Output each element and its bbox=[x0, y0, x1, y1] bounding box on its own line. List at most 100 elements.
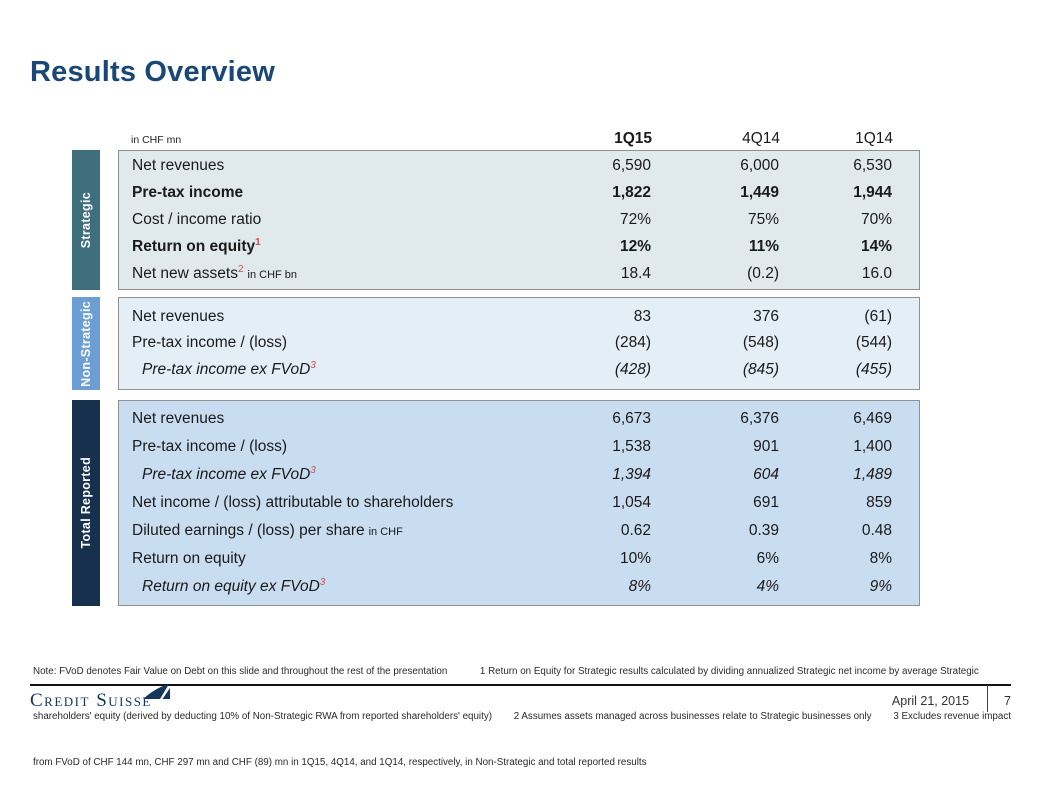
cell-value: 0.62 bbox=[620, 522, 651, 539]
results-table: Strategic Net revenues 6,590 6,000 6,530 Pre-… bbox=[72, 150, 920, 606]
section-sidebar-label: Total Reported bbox=[79, 457, 93, 549]
section-strategic: Strategic Net revenues 6,590 6,000 6,530 Pre-… bbox=[72, 150, 920, 290]
row-label: Return on equity bbox=[132, 550, 246, 567]
cell-value: 1,400 bbox=[853, 438, 892, 455]
cell-value: 4% bbox=[756, 578, 779, 595]
sails-icon bbox=[142, 684, 170, 699]
page-title: Results Overview bbox=[30, 56, 275, 88]
cell-value: 18.4 bbox=[620, 264, 651, 282]
cell-value: 6% bbox=[756, 550, 779, 567]
cell-value: (845) bbox=[742, 360, 779, 378]
cell-value: 1,822 bbox=[612, 184, 651, 202]
section-box-total-reported: Net revenues 6,673 6,376 6,469 Pre-tax incom… bbox=[118, 400, 920, 606]
table-header: in CHF mn 1Q15 4Q14 1Q14 bbox=[118, 124, 920, 148]
row-label: Net revenues bbox=[132, 157, 225, 175]
row-label: Pre-tax income / (loss) bbox=[132, 334, 288, 352]
table-row: Cost / income ratio 72% 75% 70% bbox=[119, 207, 919, 234]
cell-value: 9% bbox=[869, 578, 892, 595]
footnote-marker: 3 bbox=[310, 464, 316, 476]
section-box-non-strategic: Net revenues 83 376 (61) Pre-tax income / (l… bbox=[118, 297, 920, 390]
cell-value: 72% bbox=[619, 210, 651, 228]
cell-value: 6,000 bbox=[740, 157, 779, 175]
cell-value: (61) bbox=[864, 308, 892, 326]
cell-value: 75% bbox=[747, 210, 779, 228]
cell-value: 1,489 bbox=[853, 466, 892, 483]
table-row: Diluted earnings / (loss) per share in CH… bbox=[119, 517, 919, 545]
logo-wordmark: Credit Suisse bbox=[30, 690, 152, 711]
cell-value: 8% bbox=[869, 550, 892, 567]
page-number: 7 bbox=[1004, 694, 1011, 708]
table-row: Net revenues 6,673 6,376 6,469 bbox=[119, 405, 919, 433]
cell-value: 1,538 bbox=[612, 438, 651, 455]
footer: Credit Suisse April 21, 2015 7 bbox=[30, 684, 1011, 716]
cell-value: 1,054 bbox=[612, 494, 651, 511]
footnote-marker: 1 bbox=[255, 236, 261, 248]
cell-value: 0.48 bbox=[861, 522, 892, 539]
cell-value: (544) bbox=[855, 334, 892, 352]
row-label: Diluted earnings / (loss) per share in CH… bbox=[132, 522, 403, 539]
cell-value: 901 bbox=[753, 438, 779, 455]
table-row: Return on equity ex FVoD3 8% 4% 9% bbox=[119, 573, 919, 601]
cell-value: 8% bbox=[628, 578, 651, 595]
cell-value: 6,376 bbox=[740, 410, 779, 427]
cell-value: (0.2) bbox=[747, 264, 779, 282]
row-label: Pre-tax income ex FVoD3 bbox=[142, 359, 316, 378]
cell-value: (284) bbox=[614, 334, 651, 352]
cell-value: 6,590 bbox=[612, 157, 651, 175]
cell-value: 6,673 bbox=[612, 410, 651, 427]
cell-value: 11% bbox=[748, 237, 779, 255]
table-row: Net income / (loss) attributable to shar… bbox=[119, 489, 919, 517]
column-header-4q14: 4Q14 bbox=[742, 130, 780, 147]
cell-value: (455) bbox=[855, 360, 892, 378]
cell-value: 12% bbox=[619, 237, 651, 255]
table-row: Pre-tax income ex FVoD3 (428) (845) (455) bbox=[119, 357, 919, 383]
unit-label: in CHF mn bbox=[131, 134, 182, 146]
column-header-1q15: 1Q15 bbox=[614, 130, 652, 147]
footnote-marker: 2 bbox=[237, 263, 244, 275]
table-row: Net new assets2 in CHF bn 18.4 (0.2) 16.0 bbox=[119, 260, 919, 287]
table-row: Net revenues 83 376 (61) bbox=[119, 304, 919, 330]
footnote-marker: 3 bbox=[310, 359, 316, 371]
cell-value: 70% bbox=[860, 210, 892, 228]
cell-value: 16.0 bbox=[861, 264, 892, 282]
cell-value: (428) bbox=[614, 360, 651, 378]
row-label: Return on equity ex FVoD3 bbox=[142, 576, 326, 595]
row-label: Pre-tax income / (loss) bbox=[132, 438, 288, 455]
cell-value: 604 bbox=[753, 466, 779, 483]
footnotes: Note: FVoD denotes Fair Value on Debt on… bbox=[33, 633, 1013, 801]
slide-date: April 21, 2015 bbox=[891, 694, 970, 708]
section-sidebar-strategic: Strategic bbox=[72, 150, 100, 290]
footnote-marker: 3 bbox=[319, 576, 326, 588]
table-row: Return on equity1 12% 11% 14% bbox=[119, 233, 919, 260]
cell-value: 691 bbox=[753, 494, 779, 511]
footer-meta: April 21, 2015 7 bbox=[891, 685, 1011, 712]
row-label: Net income / (loss) attributable to shar… bbox=[132, 494, 454, 511]
section-sidebar-non-strategic: Non-Strategic bbox=[72, 297, 100, 390]
cell-value: 83 bbox=[633, 308, 651, 326]
footnote-line-3: from FVoD of CHF 144 mn, CHF 297 mn and … bbox=[33, 757, 647, 769]
table-row: Return on equity 10% 6% 8% bbox=[119, 545, 919, 573]
cell-value: 859 bbox=[866, 494, 892, 511]
table-row: Pre-tax income 1,822 1,449 1,944 bbox=[119, 180, 919, 207]
row-label: Net revenues bbox=[132, 308, 225, 326]
table-row: Pre-tax income / (loss) (284) (548) (544) bbox=[119, 330, 919, 356]
page-divider bbox=[987, 685, 989, 712]
cell-value: (548) bbox=[742, 334, 779, 352]
cell-value: 6,469 bbox=[853, 410, 892, 427]
row-label: Pre-tax income bbox=[132, 184, 244, 202]
row-label: Pre-tax income ex FVoD3 bbox=[142, 464, 316, 483]
row-label: Net new assets2 in CHF bn bbox=[132, 263, 298, 282]
section-total-reported: Total Reported Net revenues 6,673 6,376 6,46… bbox=[72, 400, 920, 606]
footnote-line-2: shareholders' equity (derived by deducti… bbox=[33, 711, 1011, 723]
table-row: Net revenues 6,590 6,000 6,530 bbox=[119, 153, 919, 180]
footnote-line-1: Note: FVoD denotes Fair Value on Debt on… bbox=[33, 665, 979, 677]
cell-value: 1,944 bbox=[853, 184, 892, 202]
section-non-strategic: Non-Strategic Net revenues 83 376 (61) Pre-ta… bbox=[72, 297, 920, 390]
table-row: Pre-tax income ex FVoD3 1,394 604 1,489 bbox=[119, 461, 919, 489]
section-sidebar-label: Strategic bbox=[79, 191, 93, 249]
row-unit-suffix: in CHF bbox=[368, 526, 403, 538]
row-label: Return on equity1 bbox=[132, 236, 261, 255]
section-sidebar-total-reported: Total Reported bbox=[72, 400, 100, 606]
cell-value: 1,449 bbox=[740, 184, 779, 202]
cell-value: 6,530 bbox=[853, 157, 892, 175]
